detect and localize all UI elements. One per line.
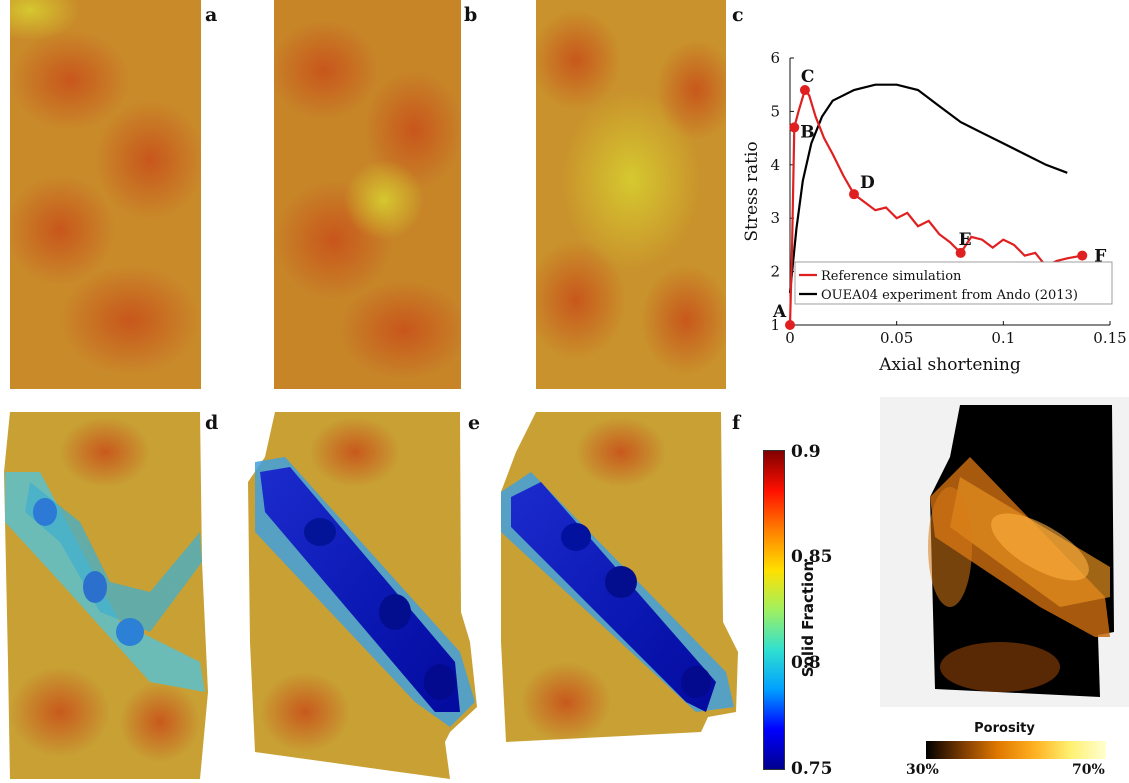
point-E	[955, 247, 966, 258]
series-line-1	[788, 83, 1068, 294]
colorbar-tick-1: 0.85	[791, 547, 833, 567]
y-tick-label: 1	[770, 316, 780, 334]
panel-a: a	[0, 0, 217, 389]
legend-entry-1: OUEA04 experiment from Ando (2013)	[821, 288, 1078, 303]
stress-ratio-chart: 0 0.05 0.1 0.15 1 2 3 4 5 6 Axial shortening Stress…	[740, 40, 1129, 390]
panel-b: b	[269, 0, 477, 389]
colorbar-title: Solid Fraction	[799, 560, 817, 678]
chart-svg: 0 0.05 0.1 0.15 1 2 3 4 5 6 Axial shortening Stress…	[742, 49, 1127, 375]
panel-e: e	[245, 412, 480, 779]
y-tick-label: 5	[770, 102, 780, 120]
panel-d: d	[0, 412, 219, 779]
series-line-0	[788, 87, 1083, 326]
x-tick-label: 0	[785, 329, 795, 347]
porosity-min-label: 30%	[906, 762, 939, 778]
point-F	[1077, 250, 1088, 261]
x-tick-label: 0.05	[880, 329, 913, 347]
y-tick-label: 3	[770, 209, 780, 227]
panel-label-b: b	[464, 4, 478, 26]
point-label-A: A	[772, 302, 787, 322]
porosity-title: Porosity	[974, 721, 1035, 736]
x-tick-label: 0.15	[1093, 329, 1126, 347]
solid-fraction-map-a	[0, 0, 205, 389]
colorbar-tick-0: 0.9	[791, 442, 821, 462]
colorbar-tick-3: 0.75	[791, 759, 833, 779]
panel-label-f: f	[732, 412, 741, 434]
legend-box	[794, 261, 1113, 305]
point-B	[789, 122, 800, 133]
solid-fraction-map-e	[248, 412, 477, 779]
solid-fraction-map-c	[526, 0, 736, 389]
colorbar-tick-2: 0.8	[791, 653, 821, 673]
porosity-map	[880, 397, 1129, 707]
panel-label-a: a	[205, 4, 218, 26]
panel-label-e: e	[468, 412, 481, 434]
point-label-C: C	[801, 67, 815, 87]
point-label-E: E	[959, 230, 972, 250]
point-D	[849, 189, 859, 200]
solid-fraction-colorbar: 0.9 0.85 0.8 0.75 Solid Fraction	[763, 442, 863, 779]
panel-label-d: d	[205, 412, 219, 434]
porosity-gradient	[926, 741, 1106, 759]
y-axis-label: Stress ratio	[742, 141, 762, 241]
point-C	[799, 85, 810, 96]
colorbar-gradient	[763, 450, 785, 770]
point-A	[785, 320, 795, 330]
porosity-max-label: 70%	[1072, 762, 1105, 778]
panel-f: f	[496, 412, 741, 779]
x-axis-label: Axial shortening	[878, 355, 1021, 375]
point-label-F: F	[1094, 247, 1106, 267]
x-tick-label: 0.1	[991, 329, 1015, 347]
y-tick-label: 4	[770, 156, 780, 174]
y-tick-label: 6	[770, 49, 780, 67]
point-label-B: B	[800, 122, 814, 142]
point-label-D: D	[860, 173, 875, 193]
solid-fraction-map-b	[269, 0, 469, 389]
panel-c: c	[526, 0, 744, 389]
panel-label-c: c	[732, 4, 744, 26]
solid-fraction-map-f	[501, 412, 738, 742]
legend-entry-0: Reference simulation	[821, 269, 962, 284]
y-tick-label: 2	[770, 263, 780, 281]
solid-fraction-map-d	[4, 412, 208, 779]
porosity-panel: Porosity 30% 70%	[880, 397, 1129, 779]
